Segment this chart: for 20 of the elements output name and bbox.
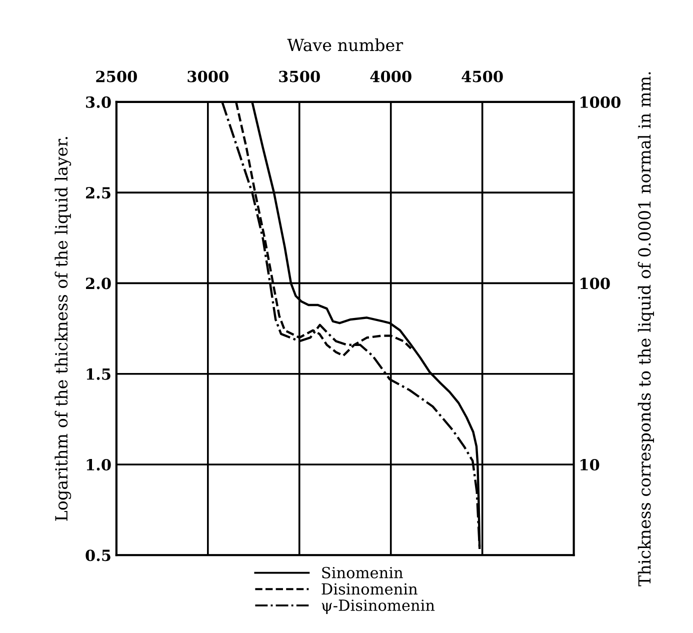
y-tick-label: 3.0 — [86, 96, 111, 108]
y-tick-label: 2.5 — [86, 187, 110, 199]
x-axis-title: Wave number — [287, 38, 404, 52]
legend-label: ψ-Disinomenin — [322, 600, 435, 614]
y-tick-label: 2.0 — [86, 278, 111, 290]
x-tick-label: 3000 — [188, 70, 228, 82]
y-tick-label: 0.5 — [86, 550, 110, 562]
legend-label: Sinomenin — [322, 566, 403, 578]
y-axis-title: Logarithm of the thickness of the liquid layer. — [54, 136, 72, 521]
y2-tick-label: 10 — [580, 458, 600, 471]
x-tick-label: 3500 — [279, 70, 320, 82]
y-tick-label: 1.0 — [86, 458, 111, 471]
legend-label: Disinomenin — [322, 583, 418, 595]
y-tick-label: 1.5 — [86, 368, 110, 380]
y2-tick-label: 1000 — [580, 96, 620, 108]
x-tick-label: 4500 — [462, 70, 503, 82]
y2-axis-title: Thickness corresponds to the liquid of 0.0001 normal in mm. — [638, 72, 654, 586]
y2-tick-label: 100 — [580, 278, 610, 290]
x-tick-label: 4000 — [370, 70, 412, 82]
x-tick-label: 2500 — [96, 70, 137, 82]
